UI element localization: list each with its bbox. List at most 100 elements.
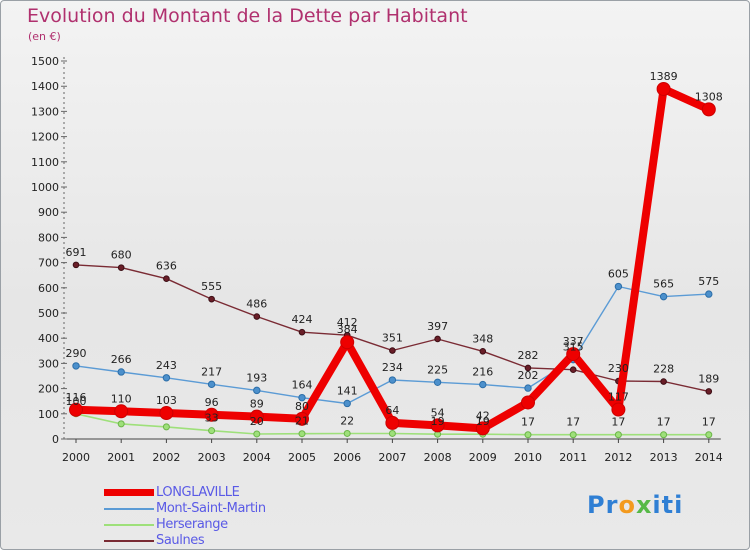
data-point-mont-saint-martin bbox=[614, 282, 623, 291]
data-label-longlaville: 337 bbox=[563, 335, 584, 348]
data-point-herserange bbox=[569, 431, 577, 439]
data-point-mont-saint-martin bbox=[162, 374, 171, 382]
y-tick-label: 600 bbox=[38, 282, 59, 295]
data-point-saulnes bbox=[569, 366, 577, 374]
data-point-herserange bbox=[660, 431, 668, 439]
legend-label-mont-saint-martin: Mont-Saint-Martin bbox=[156, 501, 266, 516]
y-tick-label: 1000 bbox=[31, 181, 59, 194]
data-point-mont-saint-martin bbox=[388, 376, 397, 384]
data-label-herserange: 17 bbox=[521, 416, 535, 429]
legend-swatch-mont-saint-martin bbox=[104, 508, 154, 510]
data-label-saulnes: 680 bbox=[111, 249, 132, 262]
data-label-longlaville: 96 bbox=[205, 396, 219, 409]
data-point-longlaville bbox=[159, 406, 174, 421]
x-tick-label: 2009 bbox=[469, 451, 497, 464]
data-point-saulnes bbox=[660, 378, 667, 385]
x-tick-label: 2003 bbox=[198, 451, 226, 464]
x-tick-label: 2010 bbox=[514, 451, 542, 464]
data-point-longlaville bbox=[295, 411, 309, 426]
y-tick-label: 1200 bbox=[31, 131, 59, 144]
y-tick-label: 400 bbox=[38, 332, 59, 345]
data-point-mont-saint-martin bbox=[705, 290, 713, 298]
data-point-longlaville bbox=[249, 409, 264, 424]
chart-unit-label: (en €) bbox=[28, 30, 61, 43]
data-label-mont-saint-martin: 193 bbox=[246, 371, 267, 384]
y-tick-label: 700 bbox=[38, 257, 59, 270]
data-label-longlaville: 54 bbox=[431, 406, 445, 419]
data-label-herserange: 19 bbox=[431, 415, 445, 428]
y-tick-label: 300 bbox=[38, 357, 59, 370]
legend-swatch-herserange bbox=[104, 524, 154, 526]
y-tick-label: 1100 bbox=[31, 156, 59, 169]
data-label-mont-saint-martin: 565 bbox=[653, 278, 674, 291]
data-label-longlaville: 1389 bbox=[650, 70, 678, 83]
data-label-herserange: 17 bbox=[566, 416, 580, 429]
data-point-longlaville bbox=[475, 421, 490, 436]
data-label-saulnes: 636 bbox=[156, 260, 177, 273]
data-label-mont-saint-martin: 266 bbox=[111, 353, 132, 366]
data-label-saulnes: 555 bbox=[201, 280, 222, 293]
data-point-mont-saint-martin bbox=[117, 368, 125, 376]
data-point-mont-saint-martin bbox=[659, 292, 668, 301]
data-label-mont-saint-martin: 141 bbox=[337, 384, 358, 397]
y-tick-label: 100 bbox=[38, 408, 59, 421]
data-label-herserange: 17 bbox=[657, 416, 671, 429]
x-tick-label: 2013 bbox=[650, 451, 678, 464]
data-label-saulnes: 424 bbox=[292, 313, 313, 326]
data-label-longlaville: 116 bbox=[66, 391, 87, 404]
data-label-longlaville: 42 bbox=[476, 409, 490, 422]
legend-label-saulnes: Saulnes bbox=[156, 533, 205, 548]
data-point-mont-saint-martin bbox=[207, 380, 216, 389]
data-label-longlaville: 64 bbox=[385, 404, 399, 417]
data-point-saulnes bbox=[72, 261, 80, 269]
data-point-herserange bbox=[117, 420, 125, 428]
data-label-mont-saint-martin: 216 bbox=[472, 366, 493, 379]
data-label-herserange: 19 bbox=[476, 415, 490, 428]
data-label-herserange: 17 bbox=[702, 416, 716, 429]
data-point-mont-saint-martin bbox=[524, 384, 532, 392]
data-label-saulnes: 282 bbox=[518, 349, 539, 362]
data-point-longlaville bbox=[701, 102, 716, 117]
data-label-longlaville: 1308 bbox=[695, 90, 723, 103]
data-point-mont-saint-martin bbox=[72, 362, 80, 370]
data-label-herserange: 20 bbox=[250, 415, 264, 428]
y-tick-label: 500 bbox=[38, 307, 59, 320]
chart-title: Evolution du Montant de la Dette par Hab… bbox=[27, 5, 468, 27]
data-point-saulnes bbox=[479, 348, 487, 355]
data-point-saulnes bbox=[298, 328, 306, 336]
data-point-mont-saint-martin bbox=[343, 399, 351, 408]
data-label-herserange: 17 bbox=[611, 416, 625, 429]
y-tick-label: 1500 bbox=[31, 55, 59, 68]
x-tick-label: 2008 bbox=[424, 451, 452, 464]
data-point-herserange bbox=[614, 431, 622, 439]
data-label-mont-saint-martin: 225 bbox=[427, 363, 448, 376]
data-label-longlaville: 80 bbox=[295, 400, 309, 413]
data-point-mont-saint-martin bbox=[479, 380, 487, 389]
data-point-herserange bbox=[162, 423, 170, 431]
data-point-saulnes bbox=[434, 335, 441, 343]
data-point-herserange bbox=[524, 431, 532, 439]
data-label-mont-saint-martin: 605 bbox=[608, 268, 629, 281]
data-point-longlaville bbox=[566, 347, 581, 362]
data-point-mont-saint-martin bbox=[253, 386, 261, 395]
y-tick-label: 1400 bbox=[31, 80, 59, 93]
data-label-longlaville: 384 bbox=[337, 323, 358, 336]
x-tick-label: 2014 bbox=[695, 451, 723, 464]
data-point-longlaville bbox=[69, 402, 83, 417]
data-point-longlaville bbox=[656, 81, 671, 96]
x-tick-label: 2000 bbox=[62, 451, 90, 464]
x-tick-label: 2011 bbox=[559, 451, 587, 464]
legend-swatch-saulnes bbox=[104, 540, 154, 542]
data-point-herserange bbox=[343, 429, 351, 437]
data-point-saulnes bbox=[163, 275, 170, 283]
data-label-mont-saint-martin: 575 bbox=[698, 275, 719, 288]
y-tick-label: 200 bbox=[38, 383, 59, 396]
y-tick-label: 1300 bbox=[31, 105, 59, 118]
data-point-saulnes bbox=[389, 347, 396, 354]
data-label-longlaville: 117 bbox=[608, 391, 629, 404]
data-label-mont-saint-martin: 243 bbox=[156, 359, 177, 372]
data-label-saulnes: 412 bbox=[337, 316, 358, 329]
data-label-saulnes: 351 bbox=[382, 332, 403, 345]
